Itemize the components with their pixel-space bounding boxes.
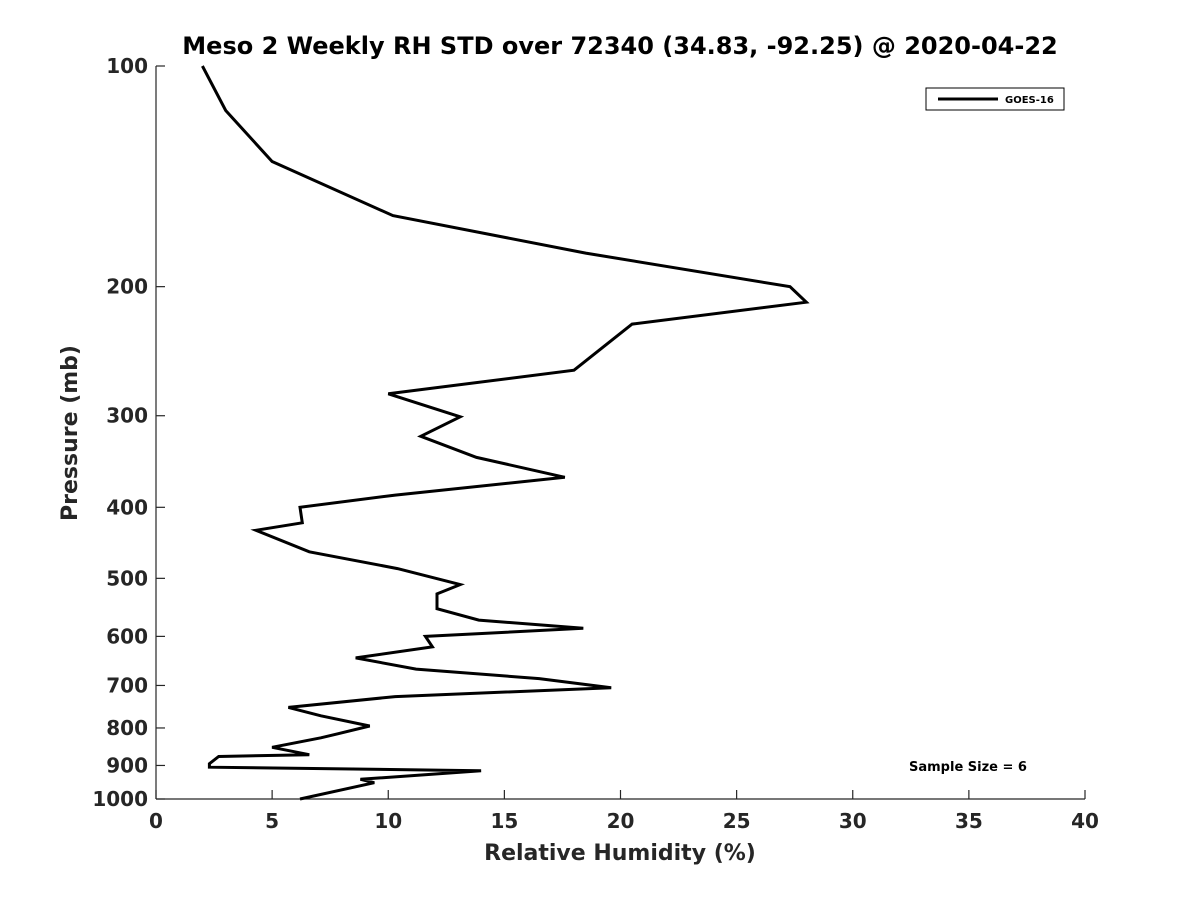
y-tick-label: 100 — [106, 54, 148, 78]
x-axis-label: Relative Humidity (%) — [484, 841, 756, 866]
x-tick-label: 25 — [723, 809, 751, 833]
x-tick-label: 10 — [374, 809, 402, 833]
x-tick-label: 15 — [490, 809, 518, 833]
x-tick-label: 5 — [265, 809, 279, 833]
y-tick-label: 500 — [106, 566, 148, 590]
y-tick-label: 400 — [106, 495, 148, 519]
y-tick-label: 200 — [106, 275, 148, 299]
y-tick-label: 800 — [106, 716, 148, 740]
y-tick-label: 1000 — [92, 787, 148, 811]
plot-layer: 0 5 10 15 20 25 30 35 40 100 200 300 400 500 600 700 800… — [92, 54, 1099, 833]
x-tick-label: 30 — [839, 809, 867, 833]
y-tick-label: 600 — [106, 624, 148, 648]
legend: GOES-16 — [925, 87, 1065, 111]
sample-size-annotation: Sample Size = 6 — [909, 760, 1027, 775]
x-tick-label: 40 — [1071, 809, 1099, 833]
chart-title: Meso 2 Weekly RH STD over 72340 (34.83, … — [182, 32, 1057, 60]
legend-label-goes16: GOES-16 — [1005, 95, 1054, 106]
y-tick-label: 900 — [106, 753, 148, 777]
series-line-goes-16 — [201, 65, 810, 801]
x-tick-label: 35 — [955, 809, 983, 833]
y-axis-label: Pressure (mb) — [58, 345, 83, 521]
y-tick-label: 300 — [106, 404, 148, 428]
x-tick-label: 0 — [149, 809, 163, 833]
x-tick-label: 20 — [607, 809, 635, 833]
y-tick-label: 700 — [106, 673, 148, 697]
